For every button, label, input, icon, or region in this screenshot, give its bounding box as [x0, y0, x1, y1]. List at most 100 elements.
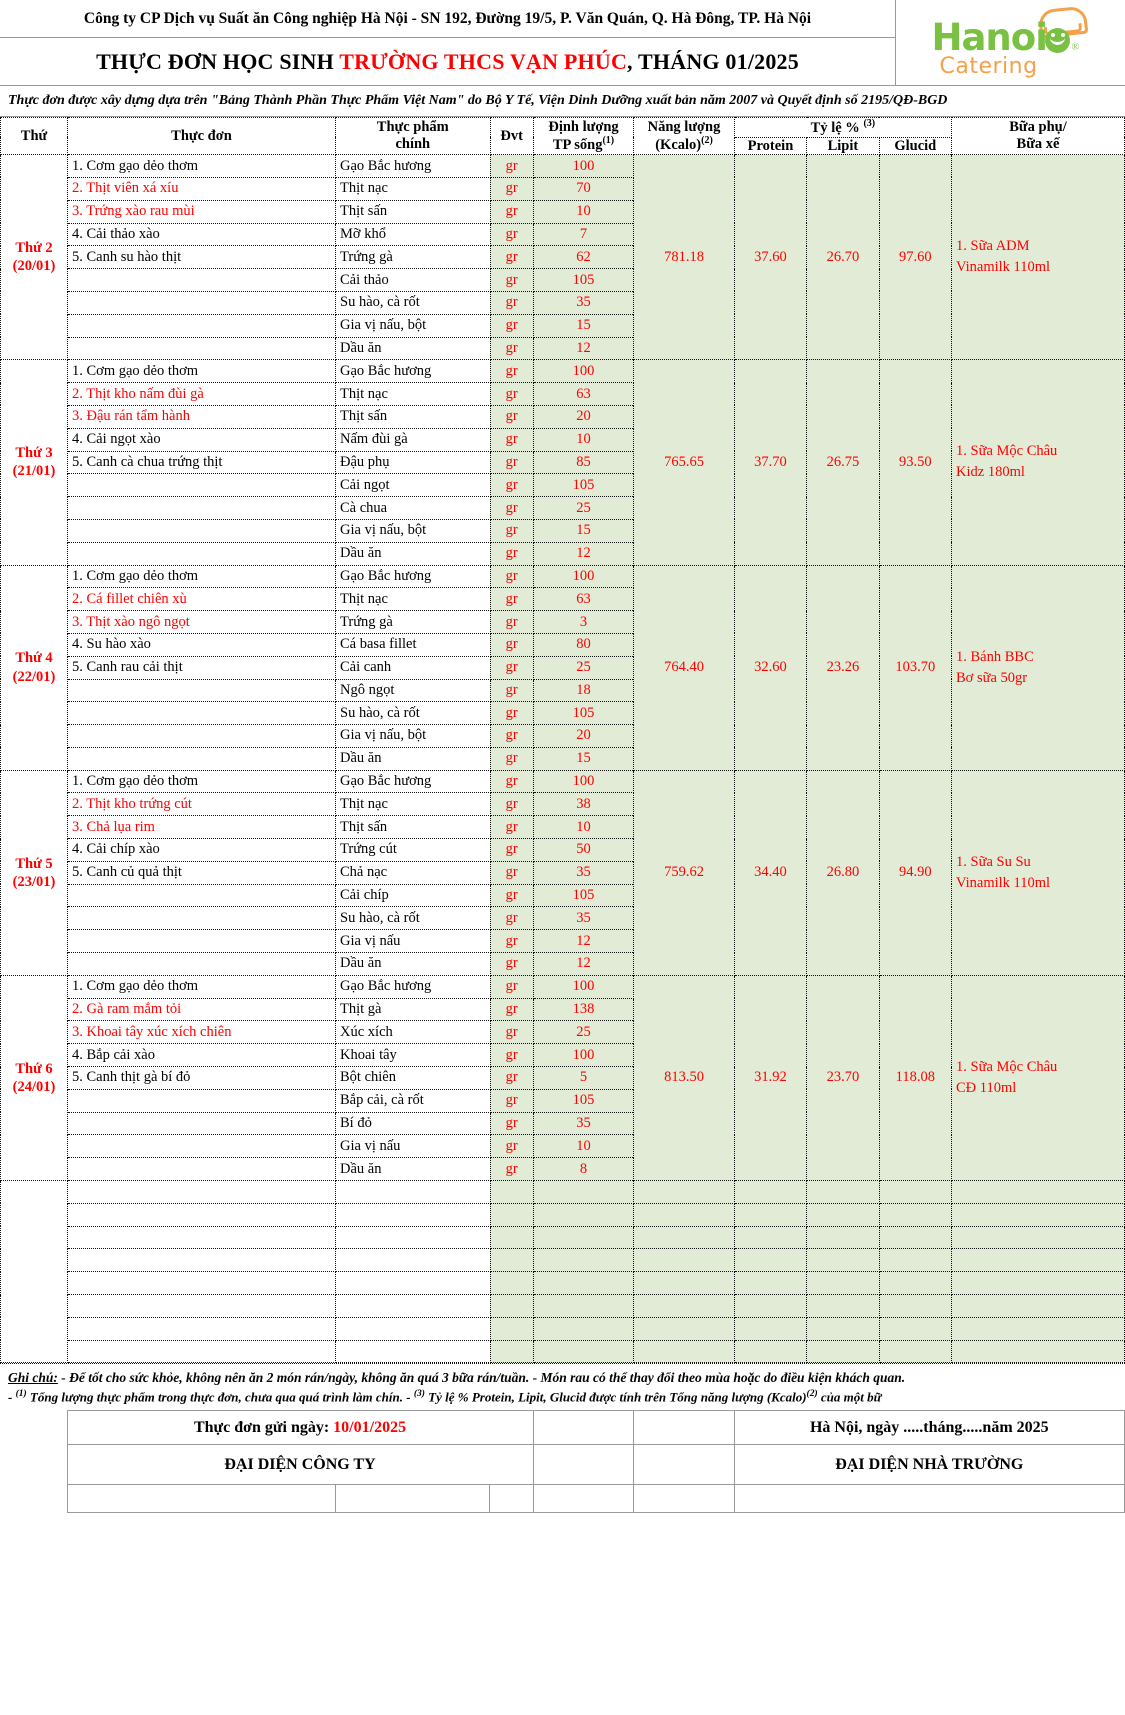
unit-cell: gr [489, 724, 534, 748]
food-name-cell: Thịt sấn [335, 815, 491, 840]
sign-pad-3 [489, 1484, 534, 1514]
food-name-cell: Ngô ngọt [335, 678, 491, 703]
table-row: Su hào, cà rốt gr 105 [1, 701, 1125, 726]
quantity-cell: 38 [532, 792, 635, 817]
food-name-cell: Gạo Bắc hương [335, 769, 491, 794]
menu-item-cell: 5. Canh thịt gà bí đỏ [66, 1066, 337, 1090]
unit-cell: gr [489, 1043, 534, 1068]
empty-green-cell [532, 1225, 635, 1250]
table-row: Gia vị nấu gr 10 [1, 1134, 1125, 1159]
table-row: 2. Cá fillet chiên xù Thịt nạc gr 63 [1, 587, 1125, 612]
food-name-cell: Trứng gà [335, 245, 491, 270]
quantity-cell: 35 [532, 290, 635, 315]
table-row-empty [1, 1202, 1125, 1227]
note2-sup3: (3) [413, 1388, 425, 1399]
food-name-cell: Su hào, cà rốt [335, 906, 491, 931]
unit-cell: gr [489, 632, 534, 657]
food-name-cell: Trứng gà [335, 610, 491, 634]
day-date: (24/01) [12, 1078, 56, 1095]
empty-green-cell [489, 1202, 534, 1227]
table-row: Dầu ăn gr 8 [1, 1157, 1125, 1182]
menu-item-cell-empty [66, 313, 337, 338]
col-header-ty-le-footnote: (3) [863, 118, 876, 129]
quantity-cell: 25 [532, 1020, 635, 1045]
note-line-2: - (1) Tổng lượng thực phẩm trong thực đơ… [0, 1388, 1125, 1410]
snack-line: Bơ sữa 50gr [956, 669, 1028, 686]
table-row: Thứ 5 (23/01) 1. Cơm gạo dẻo thơm Gạo Bắc h… [0, 769, 1125, 976]
table-row-empty [1, 1271, 1125, 1296]
title-school-name: TRƯỜNG THCS VẠN PHÚC [339, 49, 628, 74]
quantity-cell: 138 [532, 997, 635, 1022]
menu-item-cell: 5. Canh cà chua trứng thịt [66, 450, 337, 475]
empty-green-cell [806, 1202, 880, 1227]
quantity-cell: 20 [532, 724, 635, 748]
food-name-cell: Dầu ăn [335, 952, 491, 976]
food-name-cell: Chả nạc [335, 860, 491, 885]
food-name-cell-empty [335, 1339, 491, 1364]
empty-green-cell [633, 1202, 735, 1227]
empty-green-cell [951, 1271, 1125, 1296]
company-address-line: Công ty CP Dịch vụ Suất ăn Công nghiệp H… [0, 0, 895, 38]
place-date-cell: Hà Nội, ngày .....tháng.....năm 2025 [733, 1410, 1125, 1446]
empty-green-cell [878, 1294, 953, 1318]
quantity-cell: 70 [532, 176, 635, 201]
food-name-cell: Bắp cải, cà rốt [335, 1088, 491, 1113]
sign-spacer-left2 [0, 1445, 67, 1485]
menu-item-cell-empty [66, 518, 337, 543]
day-label-cell: Thứ 5 (23/01) [0, 769, 68, 976]
snack-line: 1. Sữa Mộc Châu [956, 443, 1058, 460]
unit-cell: gr [489, 610, 534, 634]
menu-item-cell: 4. Su hào xào [66, 632, 337, 657]
quantity-cell: 25 [532, 496, 635, 520]
col-header-dl-line2: TP sống(1) [538, 135, 630, 154]
table-row: Cải chíp gr 105 [1, 883, 1125, 908]
energy-kcal-cell: 781.18 [633, 154, 735, 361]
unit-cell: gr [489, 1066, 534, 1090]
table-row: Gia vị nấu, bột gr 20 [1, 724, 1125, 748]
food-name-cell: Đậu phụ [335, 450, 491, 475]
col-header-nl-footnote: (2) [701, 135, 713, 147]
empty-green-cell [532, 1202, 635, 1227]
energy-kcal-cell: 759.62 [633, 769, 735, 976]
table-row: 3. Đậu rán tẩm hành Thịt sấn gr 20 [1, 404, 1125, 429]
quantity-cell: 15 [532, 313, 635, 338]
table-row: 3. Thịt xào ngô ngọt Trứng gà gr 3 [1, 610, 1125, 634]
menu-item-cell-empty [66, 1202, 337, 1227]
empty-green-cell [878, 1248, 953, 1273]
quantity-cell: 5 [532, 1066, 635, 1090]
table-row: Thứ 6 (24/01) 1. Cơm gạo dẻo thơm Gạo Bắc h… [0, 974, 1125, 1182]
col-header-dl-line1: Định lượng [548, 118, 619, 135]
food-name-cell: Trứng cút [335, 838, 491, 862]
food-name-cell: Cải thảo [335, 268, 491, 292]
unit-cell: gr [489, 382, 534, 406]
quantity-cell: 8 [532, 1157, 635, 1182]
empty-green-cell [951, 1294, 1125, 1318]
menu-item-cell: 5. Canh rau cải thịt [66, 655, 337, 680]
food-name-cell: Khoai tây [335, 1043, 491, 1068]
menu-item-cell: 2. Thịt kho trứng cút [66, 792, 337, 817]
food-name-cell: Su hào, cà rốt [335, 290, 491, 315]
table-row: 4. Bắp cải xào Khoai tây gr 100 [1, 1043, 1125, 1068]
quantity-cell: 105 [532, 701, 635, 726]
col-header-nl-line2-text: (Kcalo) [655, 137, 702, 153]
unit-cell: gr [489, 450, 534, 475]
food-name-cell: Dầu ăn [335, 541, 491, 566]
unit-cell: gr [489, 587, 534, 612]
sign-pad-2 [334, 1484, 491, 1514]
empty-green-cell [733, 1271, 808, 1296]
col-header-nl-line1: Năng lượng [647, 118, 721, 135]
food-name-cell: Bột chiên [335, 1066, 491, 1090]
day-label-cell: Thứ 2 (20/01) [0, 154, 68, 361]
empty-green-cell [878, 1316, 953, 1341]
day-weekday: Thứ 3 [15, 445, 53, 462]
quantity-cell: 85 [532, 450, 635, 475]
quantity-cell: 35 [532, 906, 635, 931]
table-row: 2. Gà ram mắm tỏi Thịt gà gr 138 [1, 997, 1125, 1022]
table-row: 5. Canh thịt gà bí đỏ Bột chiên gr 5 [1, 1066, 1125, 1090]
menu-item-cell: 3. Đậu rán tẩm hành [66, 404, 337, 429]
col-header-ty-le-text: Tỷ lệ % [810, 119, 864, 136]
empty-green-cell [532, 1316, 635, 1341]
menu-item-cell: 4. Cải thảo xào [66, 222, 337, 247]
table-row: Gia vị nấu, bột gr 15 [1, 313, 1125, 338]
unit-cell: gr [489, 199, 534, 224]
